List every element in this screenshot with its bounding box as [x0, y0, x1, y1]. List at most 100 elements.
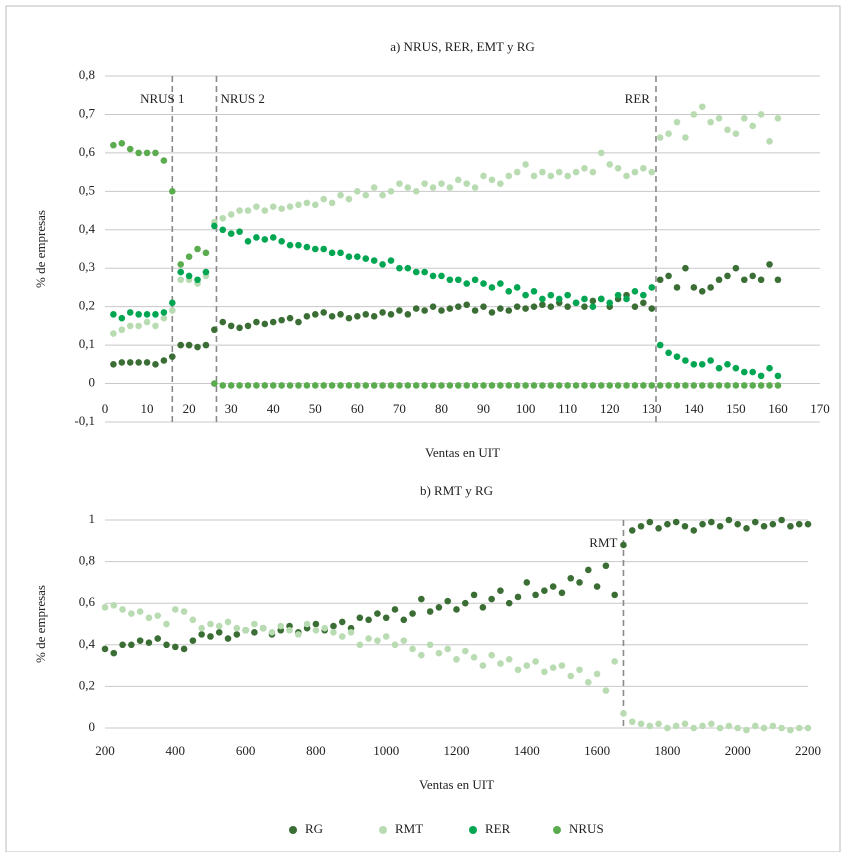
y-tick-label: 0,6 — [79, 144, 96, 159]
x-tick-label: 120 — [600, 401, 620, 416]
x-tick-label: 80 — [435, 401, 448, 416]
point — [631, 168, 639, 176]
x-tick-label: 170 — [810, 401, 830, 416]
legend-marker — [469, 826, 477, 834]
point — [631, 382, 639, 389]
point — [564, 303, 571, 310]
point — [387, 188, 395, 195]
point — [253, 382, 260, 389]
point — [708, 518, 715, 526]
point — [488, 176, 496, 184]
point — [640, 291, 647, 299]
point — [707, 382, 714, 389]
point — [312, 626, 320, 634]
point — [251, 620, 258, 628]
legend-label: RG — [305, 821, 323, 836]
point — [656, 276, 664, 284]
point — [374, 637, 381, 644]
point — [631, 303, 639, 310]
point — [211, 326, 218, 334]
point — [505, 307, 513, 314]
point — [278, 205, 285, 212]
point — [673, 118, 681, 126]
point — [354, 312, 361, 320]
x-tick-label: 10 — [141, 401, 154, 416]
x-tick-label: 400 — [166, 743, 186, 758]
point — [698, 287, 706, 295]
point — [664, 724, 671, 732]
point — [593, 670, 601, 678]
point — [795, 724, 803, 732]
point — [471, 184, 479, 191]
point — [224, 635, 232, 642]
point — [418, 595, 425, 603]
point — [215, 629, 223, 636]
point — [707, 357, 714, 364]
point — [370, 257, 378, 264]
point — [751, 518, 759, 526]
point — [227, 230, 235, 237]
point — [362, 382, 370, 389]
point — [345, 253, 353, 260]
point — [379, 191, 386, 199]
point — [648, 305, 656, 312]
point — [497, 660, 504, 667]
point — [365, 616, 372, 624]
point — [572, 168, 580, 176]
point — [311, 245, 319, 253]
point — [438, 307, 445, 314]
point — [505, 287, 513, 295]
point — [690, 724, 698, 732]
point — [180, 608, 188, 615]
point — [555, 382, 563, 389]
point — [522, 382, 529, 389]
point — [716, 522, 724, 530]
point — [749, 272, 757, 280]
point — [185, 341, 193, 349]
point — [444, 597, 452, 605]
point — [795, 520, 803, 528]
point — [614, 164, 622, 172]
point — [259, 624, 267, 632]
point — [253, 318, 260, 326]
point — [648, 284, 656, 291]
point — [374, 610, 381, 617]
point — [404, 382, 412, 389]
point — [715, 382, 723, 389]
point — [558, 662, 566, 669]
point — [778, 516, 785, 524]
point — [576, 579, 583, 586]
point — [480, 172, 487, 180]
x-tick-label: 1800 — [654, 743, 680, 758]
point — [514, 666, 522, 674]
point — [446, 305, 454, 312]
point — [337, 191, 344, 199]
point — [555, 295, 563, 303]
point — [589, 382, 597, 389]
point — [400, 637, 408, 644]
point — [426, 641, 434, 649]
point — [154, 612, 162, 619]
point — [589, 303, 597, 310]
point — [480, 280, 487, 287]
x-tick-label: 50 — [309, 401, 322, 416]
point — [597, 382, 605, 389]
point — [320, 309, 328, 316]
point — [804, 520, 812, 528]
point — [135, 322, 142, 330]
point — [558, 589, 566, 597]
point — [295, 201, 302, 209]
x-axis-label: Ventas en UIT — [425, 445, 500, 460]
point — [429, 382, 437, 389]
point — [513, 168, 521, 176]
point — [219, 318, 227, 326]
point — [757, 382, 765, 389]
point — [655, 525, 662, 532]
point — [682, 382, 689, 389]
point — [189, 616, 197, 624]
y-tick-label: 0,8 — [79, 67, 95, 82]
point — [646, 518, 654, 526]
point — [513, 303, 521, 310]
point — [640, 382, 647, 389]
point — [429, 184, 437, 191]
